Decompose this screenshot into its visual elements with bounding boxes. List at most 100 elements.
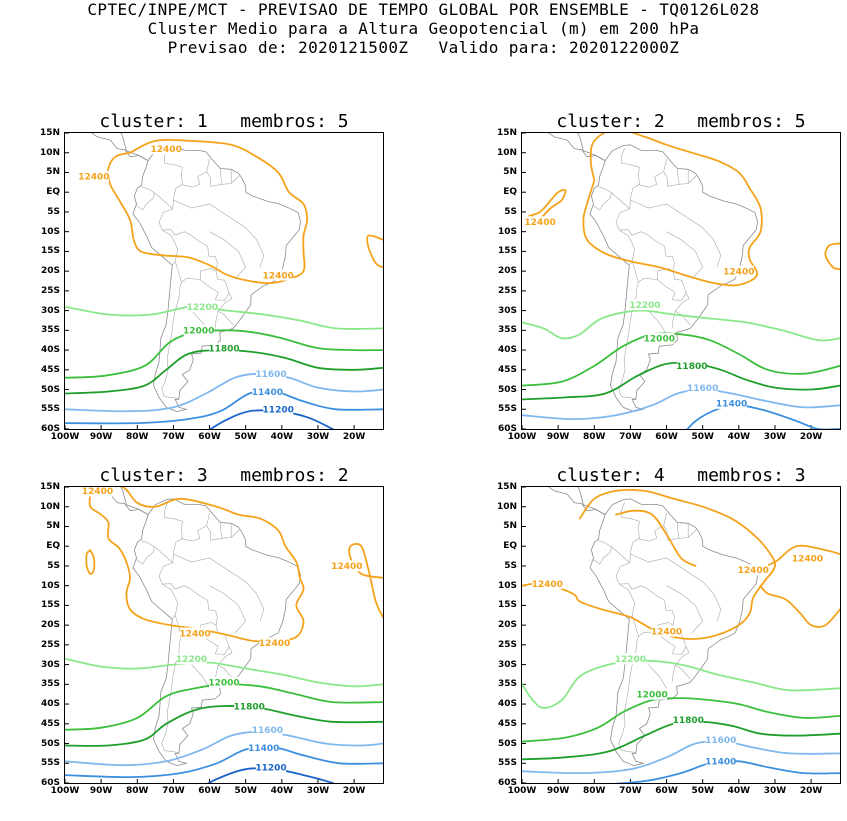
country-border xyxy=(648,664,667,689)
coastline-central-america xyxy=(548,133,606,161)
map-svg: 1240012400124001240012200120001180011600… xyxy=(65,487,383,783)
lat-tick-label: 15S xyxy=(40,246,60,257)
lat-tick-label: 60S xyxy=(497,424,517,434)
lon-tick-label: 50W xyxy=(234,786,257,796)
contour-label-bg xyxy=(705,734,736,746)
lon-tick-label: 90W xyxy=(89,786,113,796)
contour-11400 xyxy=(614,760,840,783)
map-area: 12400 12400 12200 12000 11800 11600 11400 xyxy=(521,132,841,430)
contour-label: 12200 xyxy=(176,655,207,665)
country-border xyxy=(663,525,697,541)
contour-11800 xyxy=(65,349,383,395)
panel-title: cluster: 1 membros: 5 xyxy=(99,111,349,132)
lat-tick-label: 20S xyxy=(497,620,517,631)
contour-label-bg xyxy=(255,368,286,380)
panel-title: cluster: 4 membros: 3 xyxy=(556,465,806,486)
lon-tick-label: 90W xyxy=(546,432,570,442)
lat-tick-label: 20S xyxy=(40,620,60,631)
country-border xyxy=(220,168,223,185)
lat-tick-label: 10S xyxy=(40,580,60,591)
contour-12000 xyxy=(522,697,840,743)
lat-tick-label: 55S xyxy=(497,404,517,415)
country-border xyxy=(666,231,704,280)
country-border xyxy=(161,282,182,399)
lon-tick-label: 30W xyxy=(763,786,787,796)
contour-label: 12000 xyxy=(183,327,214,337)
country-border xyxy=(209,585,247,634)
contour-label-bg xyxy=(676,360,707,372)
contour-12400 xyxy=(615,509,697,567)
lon-tick-label: 40W xyxy=(727,432,751,442)
contour-label: 12400 xyxy=(524,218,555,228)
contour-label-bg xyxy=(255,761,286,773)
country-border xyxy=(191,664,210,689)
country-border xyxy=(206,525,240,541)
lat-tick-label: 15N xyxy=(39,128,60,138)
lat-tick-label: EQ xyxy=(503,541,517,552)
lat-tick-label: 15N xyxy=(39,482,60,492)
lon-tick-label: 30W xyxy=(763,432,787,442)
contour-label: 12400 xyxy=(532,580,563,590)
contour-label-bg xyxy=(259,637,290,649)
lon-tick-label: 100W xyxy=(50,432,80,442)
lat-tick-label: 5S xyxy=(47,560,60,571)
country-border xyxy=(618,636,639,753)
country-border xyxy=(672,665,676,682)
lat-tick-label: 50S xyxy=(497,738,517,749)
coastline-central-america xyxy=(548,487,606,515)
lat-tick-label: 40S xyxy=(40,699,60,710)
country-border xyxy=(677,522,680,539)
lat-tick-label: 10N xyxy=(39,501,60,512)
country-border xyxy=(215,311,219,328)
coastline-central-america xyxy=(120,487,149,515)
map-area: 12400 12400 12400 12400 12200 12000 11800 11600… xyxy=(521,486,841,784)
lat-tick-label: 15S xyxy=(497,246,517,257)
country-border xyxy=(164,501,183,563)
contour-label-bg xyxy=(187,301,218,313)
country-border xyxy=(136,192,155,211)
contour-label: 12400 xyxy=(179,629,210,639)
contour-label-bg xyxy=(183,324,214,336)
lat-tick-label: 45S xyxy=(497,364,517,375)
lon-tick-label: 100W xyxy=(507,786,537,796)
lat-tick-label: 55S xyxy=(40,758,60,769)
contour-label-bg xyxy=(209,342,239,354)
lat-tick-label: 30S xyxy=(497,305,517,316)
map-svg: 1240012400124001240012200120001180011600… xyxy=(522,487,840,783)
contour-label-bg xyxy=(263,403,294,415)
contour-label-bg xyxy=(234,700,265,712)
contour-12000 xyxy=(522,332,840,387)
country-border xyxy=(217,646,234,680)
coastline xyxy=(132,498,302,767)
contour-label-bg xyxy=(532,578,563,590)
lat-tick-label: 45S xyxy=(497,718,517,729)
contour-11800 xyxy=(65,705,383,747)
lat-tick-label: 35S xyxy=(40,679,60,690)
country-border xyxy=(621,501,640,563)
contour-label-bg xyxy=(176,653,207,665)
country-border xyxy=(598,540,636,619)
country-border xyxy=(674,292,691,326)
lat-tick-label: 55S xyxy=(40,404,60,415)
contour-label: 12400 xyxy=(651,627,682,637)
lat-tick-label: 15N xyxy=(496,482,517,492)
contour-label-bg xyxy=(525,216,556,228)
lat-tick-label: 60S xyxy=(40,778,60,788)
contour-12400 xyxy=(582,133,763,287)
country-border xyxy=(619,229,675,283)
country-border xyxy=(217,292,234,326)
lon-tick-label: 20W xyxy=(799,432,823,442)
lon-tick-label: 70W xyxy=(162,432,185,442)
lon-tick-label: 50W xyxy=(234,432,257,442)
contour-label-bg xyxy=(252,724,283,736)
country-border xyxy=(648,310,667,335)
contour-12400 xyxy=(85,549,96,575)
panel-title: cluster: 3 membros: 2 xyxy=(99,465,349,486)
contour-label: 12000 xyxy=(208,679,239,689)
contour-label: 11600 xyxy=(705,736,736,746)
country-border xyxy=(173,199,265,268)
lon-tick-label: 90W xyxy=(89,432,113,442)
lon-tick-label: 20W xyxy=(342,432,366,442)
country-border xyxy=(638,158,667,188)
lon-tick-label: 80W xyxy=(126,432,149,442)
